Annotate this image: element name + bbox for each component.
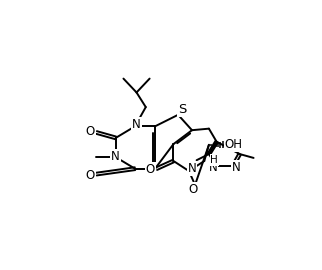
Text: O: O xyxy=(86,125,95,138)
Text: O: O xyxy=(146,163,155,176)
Text: H: H xyxy=(211,155,218,165)
Text: N: N xyxy=(111,150,120,163)
Text: O: O xyxy=(188,183,197,196)
Text: N: N xyxy=(208,161,217,174)
Text: N: N xyxy=(132,118,141,131)
Text: S: S xyxy=(178,103,187,116)
Text: N: N xyxy=(188,162,196,175)
Text: O: O xyxy=(86,169,95,182)
Text: N: N xyxy=(232,161,241,174)
Text: OH: OH xyxy=(224,138,242,151)
